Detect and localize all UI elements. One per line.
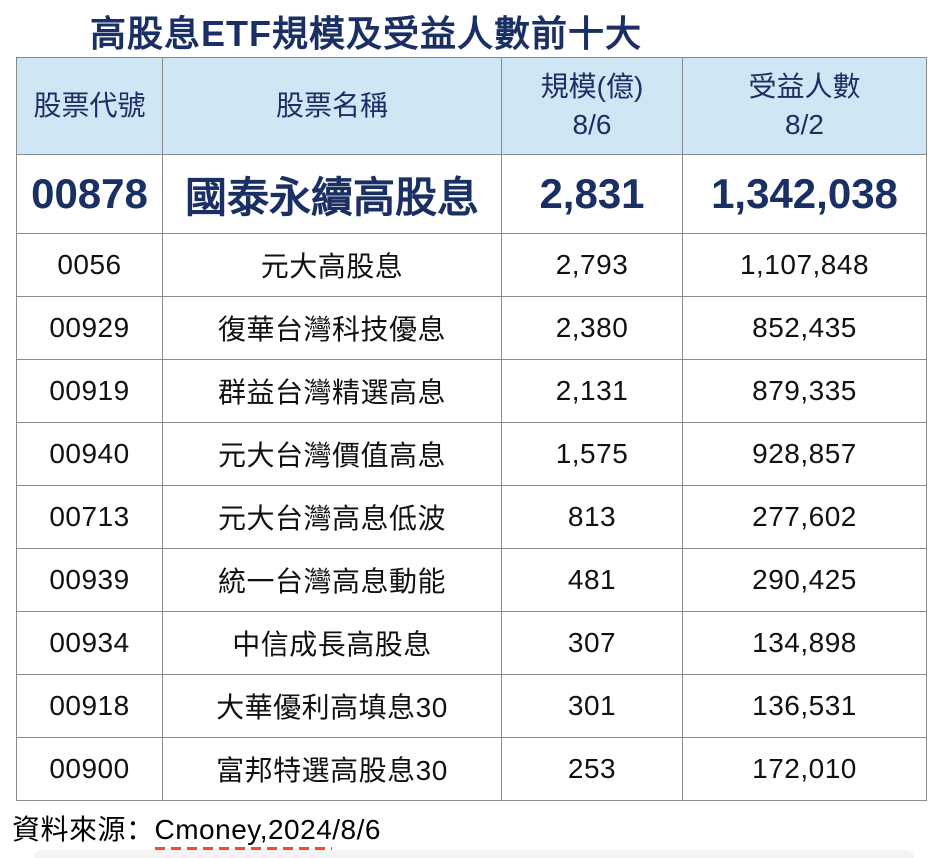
cell-name: 元大台灣價值高息 <box>162 422 502 486</box>
cell-scale: 307 <box>501 611 683 675</box>
cell-code: 00713 <box>16 485 163 549</box>
cell-name: 元大台灣高息低波 <box>162 485 502 549</box>
cell-code: 00929 <box>16 296 163 360</box>
bottom-strip <box>34 850 914 858</box>
cell-name: 復華台灣科技優息 <box>162 296 502 360</box>
table-row: 00929 復華台灣科技優息 2,380 852,435 <box>16 296 927 360</box>
cell-code: 00900 <box>16 737 163 801</box>
cell-name: 統一台灣高息動能 <box>162 548 502 612</box>
table-row: 00940 元大台灣價值高息 1,575 928,857 <box>16 422 927 486</box>
table-row: 00878 國泰永續高股息 2,831 1,342,038 <box>16 154 927 234</box>
page-title: 高股息ETF規模及受益人數前十大 <box>90 13 642 54</box>
etf-table: 股票代號 股票名稱 規模(億) 8/6 受益人數 8/2 00878 國泰永續高股息 2,… <box>16 57 927 801</box>
cell-code: 00918 <box>16 674 163 738</box>
cell-scale: 2,793 <box>501 233 683 297</box>
source-prefix: 資料來源： <box>12 814 155 845</box>
cell-name: 富邦特選高股息30 <box>162 737 502 801</box>
table-row: 0056 元大高股息 2,793 1,107,848 <box>16 233 927 297</box>
cell-holders: 134,898 <box>682 611 927 675</box>
cell-scale: 481 <box>501 548 683 612</box>
source-underline: Cmoney,2024 <box>154 814 333 852</box>
cell-code: 00919 <box>16 359 163 423</box>
cell-holders: 290,425 <box>682 548 927 612</box>
cell-scale: 2,831 <box>501 154 683 234</box>
table-row: 00934 中信成長高股息 307 134,898 <box>16 611 927 675</box>
cell-code: 00939 <box>16 548 163 612</box>
table-row: 00713 元大台灣高息低波 813 277,602 <box>16 485 927 549</box>
table-row: 00939 統一台灣高息動能 481 290,425 <box>16 548 927 612</box>
cell-holders: 852,435 <box>682 296 927 360</box>
cell-scale: 2,131 <box>501 359 683 423</box>
cell-holders: 172,010 <box>682 737 927 801</box>
table-header-row: 股票代號 股票名稱 規模(億) 8/6 受益人數 8/2 <box>16 57 927 155</box>
cell-holders: 1,107,848 <box>682 233 927 297</box>
cell-scale: 2,380 <box>501 296 683 360</box>
cell-name: 大華優利高填息30 <box>162 674 502 738</box>
cell-code: 00878 <box>16 154 163 234</box>
cell-name: 國泰永續高股息 <box>162 154 502 234</box>
cell-holders: 928,857 <box>682 422 927 486</box>
cell-scale: 301 <box>501 674 683 738</box>
cell-holders: 879,335 <box>682 359 927 423</box>
column-header-holders: 受益人數 8/2 <box>682 57 927 155</box>
table-row: 00900 富邦特選高股息30 253 172,010 <box>16 737 927 801</box>
cell-scale: 253 <box>501 737 683 801</box>
cell-holders: 136,531 <box>682 674 927 738</box>
cell-name: 元大高股息 <box>162 233 502 297</box>
cell-code: 0056 <box>16 233 163 297</box>
cell-name: 中信成長高股息 <box>162 611 502 675</box>
table-row: 00919 群益台灣精選高息 2,131 879,335 <box>16 359 927 423</box>
table-body: 00878 國泰永續高股息 2,831 1,342,038 0056 元大高股息 2,793… <box>16 154 927 801</box>
cell-code: 00934 <box>16 611 163 675</box>
cell-code: 00940 <box>16 422 163 486</box>
cell-holders: 1,342,038 <box>682 154 927 234</box>
table-row: 00918 大華優利高填息30 301 136,531 <box>16 674 927 738</box>
column-header-name: 股票名稱 <box>162 57 502 155</box>
source-note: 資料來源：Cmoney,2024/8/6 <box>12 808 381 852</box>
cell-scale: 1,575 <box>501 422 683 486</box>
column-header-scale: 規模(億) 8/6 <box>501 57 683 155</box>
source-suffix: /8/6 <box>332 814 381 845</box>
cell-holders: 277,602 <box>682 485 927 549</box>
cell-name: 群益台灣精選高息 <box>162 359 502 423</box>
cell-scale: 813 <box>501 485 683 549</box>
column-header-code: 股票代號 <box>16 57 163 155</box>
